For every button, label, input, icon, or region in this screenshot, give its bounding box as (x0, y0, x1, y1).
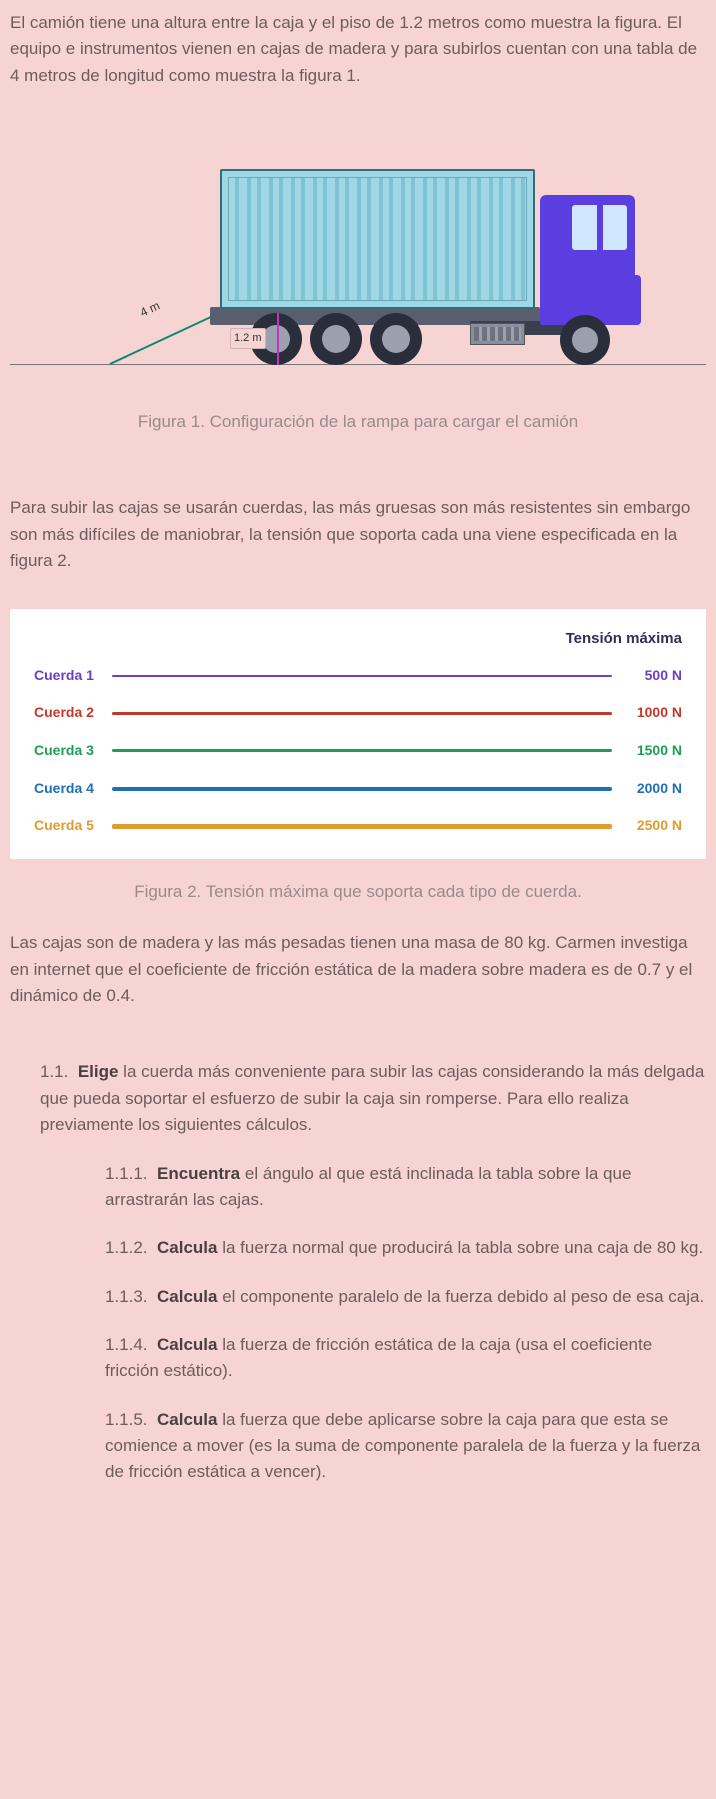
sub-question: 1.1.2. Calcula la fuerza normal que prod… (105, 1235, 706, 1261)
question-verb: Calcula (157, 1410, 217, 1429)
sub-question: 1.1.1. Encuentra el ángulo al que está i… (105, 1161, 706, 1214)
question-number: 1.1.4. (105, 1335, 148, 1354)
question-number: 1.1.2. (105, 1238, 148, 1257)
question-number: 1.1.3. (105, 1287, 148, 1306)
paragraph-2: Para subir las cajas se usarán cuerdas, … (10, 495, 706, 574)
side-step-box (470, 323, 525, 345)
question-verb: Calcula (157, 1238, 217, 1257)
rope-line (112, 712, 612, 715)
sub-question: 1.1.4. Calcula la fuerza de fricción est… (105, 1332, 706, 1385)
rope-label: Cuerda 1 (34, 665, 112, 687)
question-1-1: 1.1. Elige la cuerda más conveniente par… (40, 1059, 706, 1138)
sub-question: 1.1.3. Calcula el componente paralelo de… (105, 1284, 706, 1310)
paragraph-3: Las cajas son de madera y las más pesada… (10, 930, 706, 1009)
question-text: el componente paralelo de la fuerza debi… (217, 1287, 704, 1306)
truck-cab (540, 195, 635, 325)
rope-value: 1000 N (612, 702, 682, 724)
question-verb: Calcula (157, 1335, 217, 1354)
rope-value: 2000 N (612, 778, 682, 800)
rope-value: 1500 N (612, 740, 682, 762)
shipping-container (220, 169, 535, 309)
figure-1-caption: Figura 1. Configuración de la rampa para… (10, 409, 706, 435)
question-verb: Encuentra (157, 1164, 240, 1183)
sub-question: 1.1.5. Calcula la fuerza que debe aplica… (105, 1407, 706, 1486)
rope-label: Cuerda 2 (34, 702, 112, 724)
question-text: la fuerza normal que producirá la tabla … (217, 1238, 703, 1257)
rope-label: Cuerda 3 (34, 740, 112, 762)
question-number: 1.1.5. (105, 1410, 148, 1429)
question-text: la cuerda más conveniente para subir las… (40, 1062, 704, 1134)
wheel-icon (370, 313, 422, 365)
rope-row: Cuerda 5 2500 N (34, 815, 682, 837)
rope-row: Cuerda 3 1500 N (34, 740, 682, 762)
rope-value: 2500 N (612, 815, 682, 837)
rope-row: Cuerda 2 1000 N (34, 702, 682, 724)
rope-row: Cuerda 4 2000 N (34, 778, 682, 800)
rope-value: 500 N (612, 665, 682, 687)
rope-line (112, 787, 612, 791)
intro-paragraph: El camión tiene una altura entre la caja… (10, 10, 706, 89)
rope-line (112, 749, 612, 752)
cab-window (572, 205, 627, 250)
question-verb: Elige (78, 1062, 119, 1081)
question-verb: Calcula (157, 1287, 217, 1306)
chart-title: Tensión máxima (34, 627, 682, 650)
rope-label: Cuerda 4 (34, 778, 112, 800)
rope-label: Cuerda 5 (34, 815, 112, 837)
question-number: 1.1. (40, 1062, 68, 1081)
height-label: 1.2 m (230, 328, 266, 349)
figure-1-truck-diagram: 4 m 1.2 m (10, 129, 706, 389)
figure-2-tension-chart: Tensión máxima Cuerda 1 500 N Cuerda 2 1000… (10, 609, 706, 859)
ramp-length-label: 4 m (137, 297, 163, 322)
question-number: 1.1.1. (105, 1164, 148, 1183)
rope-line (112, 675, 612, 677)
wheel-icon (560, 315, 610, 365)
truck-graphic (210, 140, 650, 365)
height-indicator-line (277, 313, 279, 365)
figure-2-caption: Figura 2. Tensión máxima que soporta cad… (10, 879, 706, 905)
rope-row: Cuerda 1 500 N (34, 665, 682, 687)
rope-line (112, 824, 612, 829)
wheel-icon (310, 313, 362, 365)
